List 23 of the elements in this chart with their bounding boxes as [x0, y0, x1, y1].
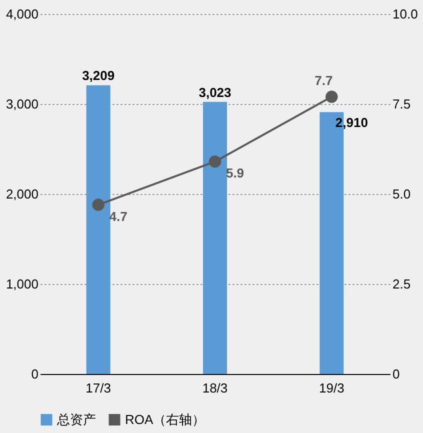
point: [92, 198, 104, 211]
y-tick-label: 4,000: [6, 6, 38, 22]
point: [326, 90, 338, 103]
y-tick-label: 3,000: [6, 96, 38, 112]
y2-tick-label: 2.5: [392, 276, 411, 292]
bar: [86, 85, 110, 374]
y2-tick-label: 10.0: [392, 6, 418, 22]
y2-tick-label: 5.0: [392, 186, 411, 202]
y-tick-label: 1,000: [6, 276, 38, 292]
x-tick-label: 17/3: [86, 380, 111, 396]
legend-label: 总资产: [56, 412, 96, 427]
y-tick-label: 0: [31, 366, 38, 382]
legend-label: ROA（右轴）: [125, 412, 206, 427]
point: [208, 155, 222, 168]
y2-tick-label: 7.5: [392, 96, 411, 112]
data-label: 7.7: [314, 72, 333, 88]
y-tick-label: 2,000: [6, 186, 38, 202]
y2-tick-label: 0: [392, 366, 400, 382]
data-label: 3,209: [82, 68, 115, 84]
x-tick-label: 19/3: [319, 380, 344, 396]
data-label: 3,023: [198, 84, 232, 100]
bar: [203, 102, 227, 374]
x-tick-label: 18/3: [202, 380, 228, 396]
